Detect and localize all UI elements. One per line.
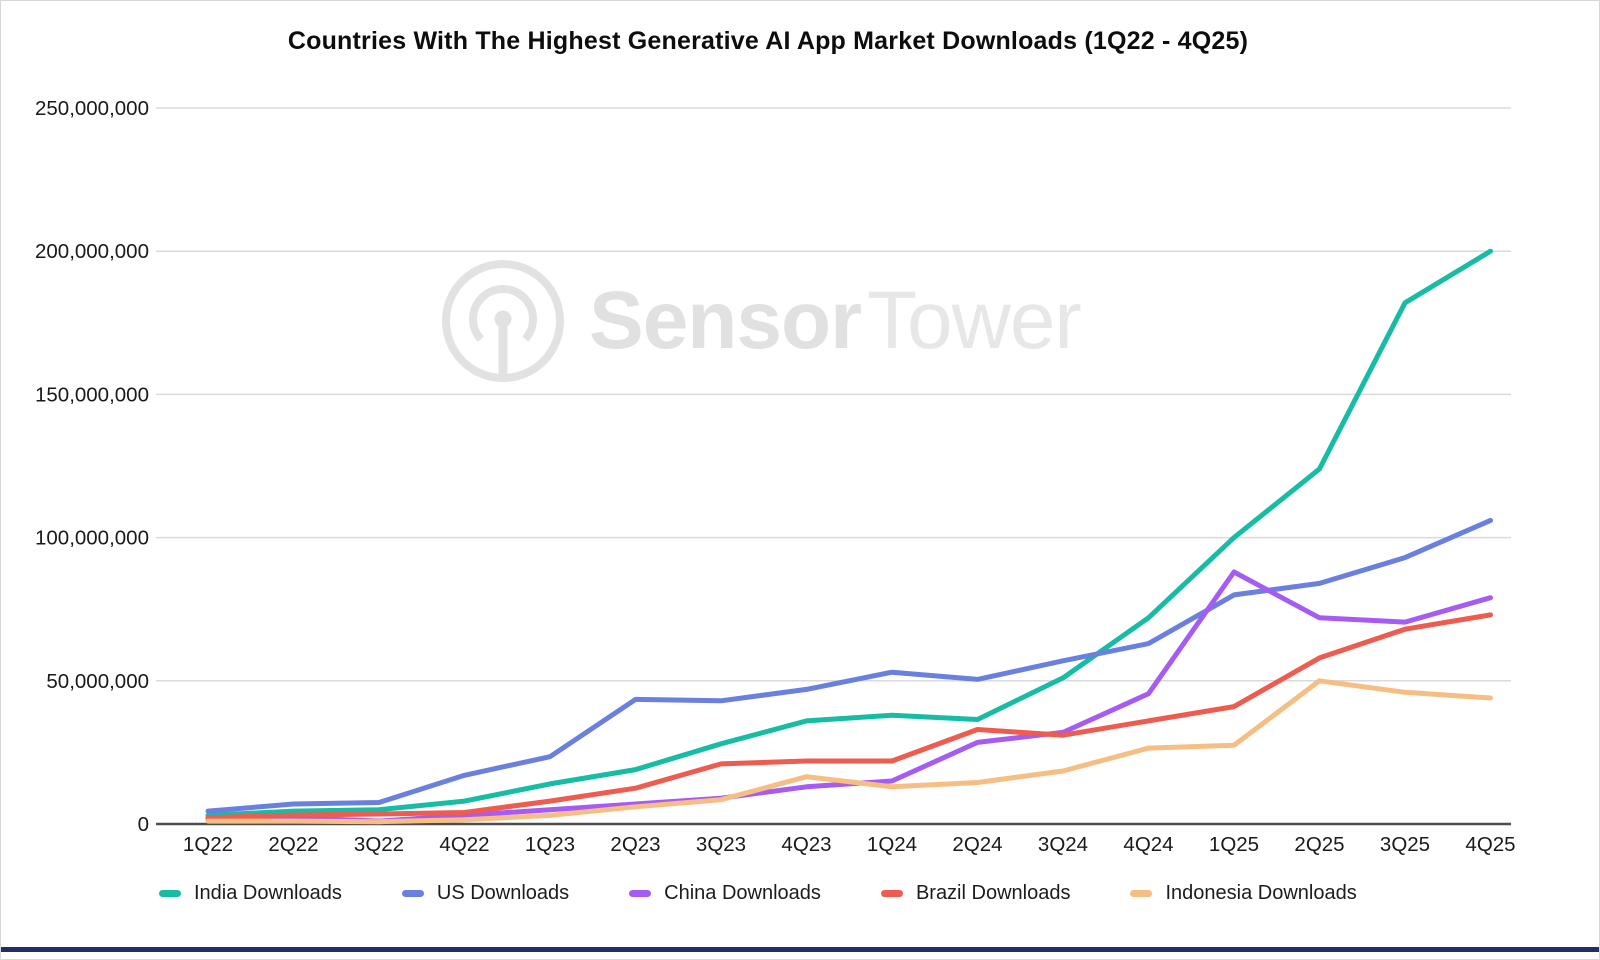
x-tick-label: 4Q23 [781, 833, 831, 856]
legend-swatch [629, 889, 652, 897]
x-tick-label: 2Q25 [1294, 833, 1344, 856]
legend-swatch [1130, 889, 1153, 897]
x-tick-label: 2Q24 [952, 833, 1002, 856]
x-tick-label: 3Q22 [354, 833, 404, 856]
x-tick-label: 2Q22 [268, 833, 318, 856]
x-tick-label: 4Q25 [1465, 833, 1515, 856]
legend-label: Indonesia Downloads [1165, 881, 1357, 904]
legend-swatch [880, 889, 903, 897]
x-tick-label: 3Q24 [1038, 833, 1088, 856]
x-tick-label: 3Q25 [1380, 833, 1430, 856]
series-line-brazil-downloads [205, 612, 1493, 821]
legend-item-us-downloads: US Downloads [401, 881, 570, 905]
x-tick-label: 4Q24 [1123, 833, 1173, 856]
chart-title: Countries With The Highest Generative AI… [287, 27, 1249, 55]
y-tick-label: 0 [138, 813, 149, 836]
x-tick-label: 2Q23 [610, 833, 660, 856]
footer-divider-bar [1, 947, 1599, 952]
legend-label: India Downloads [194, 881, 342, 904]
legend-item-china-downloads: China Downloads [629, 882, 821, 905]
x-tick-label: 1Q25 [1209, 833, 1259, 856]
y-tick-label: 150,000,000 [35, 383, 149, 406]
legend-item-indonesia-downloads: Indonesia Downloads [1130, 881, 1357, 905]
legend-swatch [159, 889, 181, 897]
legend-swatch [401, 889, 424, 897]
y-tick-label: 200,000,000 [35, 240, 149, 263]
x-tick-label: 4Q22 [439, 833, 489, 856]
x-tick-label: 1Q23 [525, 833, 575, 856]
y-tick-label: 50,000,000 [46, 670, 149, 693]
x-tick-label: 1Q24 [867, 833, 917, 856]
legend-label: China Downloads [664, 881, 821, 904]
x-tick-label: 3Q23 [696, 833, 746, 856]
legend-label: US Downloads [436, 881, 570, 904]
chart-legend: India Downloads US Downloads China Downloa… [159, 877, 1357, 909]
y-tick-label: 100,000,000 [35, 527, 149, 550]
x-tick-label: 1Q22 [183, 833, 233, 856]
legend-label: Brazil Downloads [915, 881, 1071, 904]
legend-item-india-downloads: India Downloads [159, 882, 342, 905]
series-line-indonesia-downloads [205, 678, 1493, 825]
legend-item-brazil-downloads: Brazil Downloads [880, 881, 1071, 905]
y-tick-label: 250,000,000 [35, 97, 149, 120]
series-line-us-downloads [205, 517, 1493, 814]
series-line-india-downloads [205, 248, 1493, 818]
